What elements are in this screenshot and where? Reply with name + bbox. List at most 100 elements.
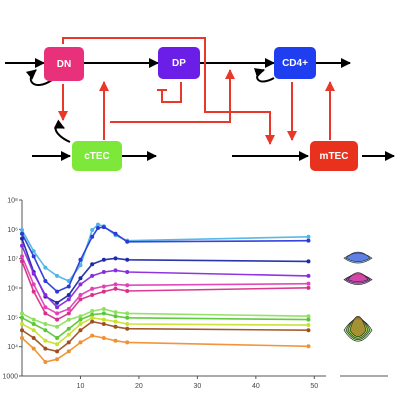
data-point (306, 328, 311, 333)
data-point (20, 259, 24, 264)
data-point (125, 283, 130, 288)
data-point (43, 346, 48, 351)
data-point (125, 340, 130, 345)
y-tick-label: 10⁷ (8, 256, 19, 263)
data-point (113, 324, 118, 329)
arrow-dn-mtec (62, 37, 275, 145)
data-point (20, 231, 24, 236)
data-point (306, 259, 311, 264)
data-point (90, 315, 95, 320)
data-point (113, 286, 118, 291)
data-point (31, 271, 36, 276)
data-point (43, 293, 48, 298)
data-point (96, 226, 100, 231)
data-point (90, 309, 95, 314)
x-tick-label: 30 (193, 383, 201, 390)
data-point (101, 270, 106, 275)
arrow-dp-selfinhibit (161, 82, 182, 103)
data-point (306, 317, 311, 322)
y-tick-label: 10⁶ (7, 286, 18, 293)
data-point (101, 322, 106, 327)
data-point (113, 256, 118, 261)
data-point (20, 311, 24, 316)
data-point (31, 282, 36, 287)
node-ctec: cTEC (72, 141, 122, 171)
node-cd4: CD4+ (274, 47, 316, 79)
data-point (125, 311, 130, 316)
x-tick-label: 20 (135, 383, 143, 390)
data-point (55, 305, 60, 310)
data-point (66, 332, 71, 337)
y-tick-label: 10⁶ (7, 227, 18, 234)
data-point (43, 359, 48, 364)
series-line (21, 238, 309, 304)
data-point (66, 349, 71, 354)
data-point (101, 284, 106, 289)
data-point (125, 257, 130, 262)
data-point (101, 289, 106, 294)
data-point (125, 315, 130, 320)
data-point (31, 254, 36, 259)
data-point (55, 324, 60, 329)
data-point (306, 281, 311, 286)
data-point (101, 336, 106, 341)
data-point (306, 273, 311, 278)
data-point (31, 328, 36, 333)
x-tick-label: 50 (310, 383, 318, 390)
cell-flow-diagram: DN DP CD4+ cTEC mTEC (0, 0, 400, 190)
series-line (21, 312, 309, 339)
data-point (101, 225, 106, 230)
data-point (101, 311, 106, 316)
data-point (20, 328, 24, 333)
data-point (55, 357, 60, 362)
self-loop-dn (25, 69, 53, 86)
data-point (306, 238, 311, 243)
data-point (90, 273, 95, 278)
arrow-ctec-cd4 (110, 69, 235, 123)
series-line (21, 226, 309, 293)
data-point (113, 319, 118, 324)
data-point (125, 288, 130, 293)
data-point (90, 312, 95, 317)
data-point (43, 322, 48, 327)
data-point (66, 326, 71, 331)
data-point (101, 257, 106, 262)
data-point (66, 293, 71, 298)
population-chart: 10 20 30 40 50 10⁸ 10⁶ 10⁷ 10⁶ 10⁵ 10⁴ 1000 (0, 190, 400, 400)
data-point (20, 254, 24, 259)
data-point (20, 315, 24, 320)
data-point (306, 314, 311, 319)
data-point (20, 322, 24, 327)
data-point (78, 257, 83, 262)
distribution-shape (345, 251, 371, 262)
data-point (90, 319, 95, 324)
data-point (20, 236, 24, 241)
data-point (20, 243, 24, 248)
data-point (20, 336, 24, 341)
data-point (66, 297, 71, 302)
distribution-shape (347, 272, 369, 282)
data-point (66, 284, 71, 289)
data-point (113, 338, 118, 343)
data-point (66, 278, 71, 283)
data-point (55, 311, 60, 316)
data-point (31, 289, 36, 294)
data-point (78, 314, 83, 319)
data-point (66, 311, 71, 316)
data-point (306, 285, 311, 290)
chart-plot: 10 20 30 40 50 10⁸ 10⁶ 10⁷ 10⁶ 10⁵ 10⁴ 1000 (2, 198, 388, 390)
self-loop-cd4 (253, 68, 275, 83)
data-point (55, 349, 60, 354)
data-point (306, 234, 311, 239)
data-point (78, 293, 83, 298)
data-point (306, 323, 311, 328)
data-point (113, 231, 118, 236)
data-point (55, 300, 60, 305)
data-point (90, 228, 95, 233)
data-point (31, 322, 36, 327)
data-point (78, 317, 83, 322)
data-point (78, 340, 83, 345)
data-point (101, 317, 106, 322)
data-point (125, 239, 130, 244)
data-point (66, 307, 71, 312)
